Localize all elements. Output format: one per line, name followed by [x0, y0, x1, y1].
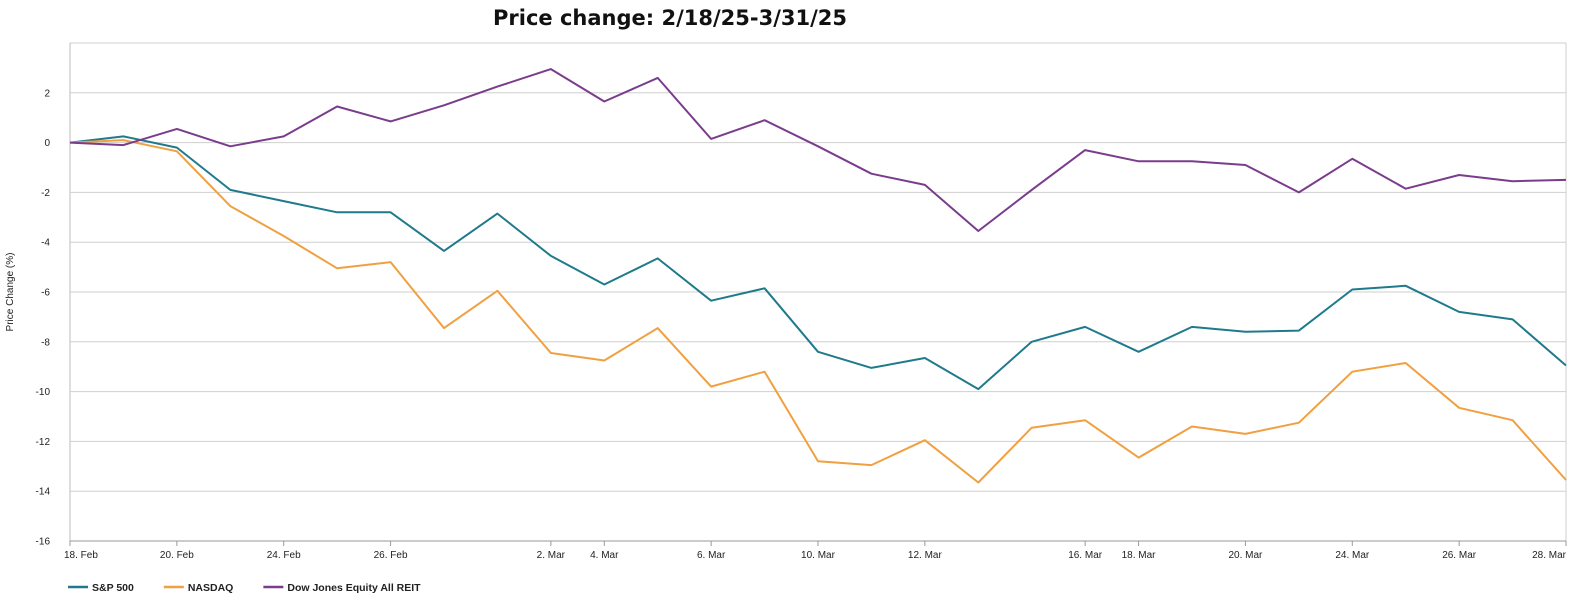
series-line-2 — [69, 139, 1567, 484]
x-tick-label: 2. Mar — [537, 550, 566, 561]
y-tick-label: 0 — [44, 138, 50, 149]
y-tick-label: -6 — [41, 288, 50, 299]
x-tick-label: 4. Mar — [590, 550, 619, 561]
series-lines — [69, 68, 1567, 484]
x-tick-label: 20. Mar — [1228, 550, 1263, 561]
x-tick-label: 6. Mar — [697, 550, 726, 561]
y-tick-label: -16 — [36, 537, 51, 548]
x-tick-label: 18. Mar — [1122, 550, 1157, 561]
x-tick-label: 24. Feb — [267, 550, 301, 561]
series-line-3 — [69, 68, 1567, 232]
legend-label-1: S&P 500 — [92, 582, 134, 594]
x-tick-label: 24. Mar — [1335, 550, 1370, 561]
legend-label-2: NASDAQ — [188, 582, 234, 594]
y-axis-ticks: -16 -14 -12 -10 -8 -6 -4 -2 0 2 — [36, 88, 51, 547]
x-tick-label: 28. Mar — [1532, 550, 1567, 561]
y-tick-label: -8 — [41, 337, 50, 348]
y-tick-label: -10 — [36, 387, 51, 398]
legend: S&P 500 NASDAQ Dow Jones Equity All REIT — [68, 582, 421, 594]
x-tick-label: 10. Mar — [801, 550, 836, 561]
y-tick-label: -14 — [36, 487, 51, 498]
x-tick-label: 26. Feb — [374, 550, 408, 561]
legend-label-3: Dow Jones Equity All REIT — [287, 582, 421, 594]
x-tick-label: 12. Mar — [908, 550, 943, 561]
y-axis-label: Price Change (%) — [5, 253, 16, 332]
y-tick-label: -4 — [41, 238, 50, 249]
y-tick-label: -2 — [41, 188, 50, 199]
x-tick-label: 16. Mar — [1068, 550, 1103, 561]
gridlines — [69, 42, 1567, 542]
chart-title: Price change: 2/18/25-3/31/25 — [493, 6, 847, 30]
x-tick-label: 18. Feb — [64, 550, 98, 561]
x-tick-label: 20. Feb — [160, 550, 194, 561]
series-line-1 — [69, 135, 1567, 391]
x-tick-label: 26. Mar — [1442, 550, 1477, 561]
y-tick-label: 2 — [44, 88, 50, 99]
x-axis-ticks: 18. Feb 20. Feb 24. Feb 26. Feb 2. Mar 4. Mar… — [64, 541, 1567, 561]
y-tick-label: -12 — [36, 437, 51, 448]
